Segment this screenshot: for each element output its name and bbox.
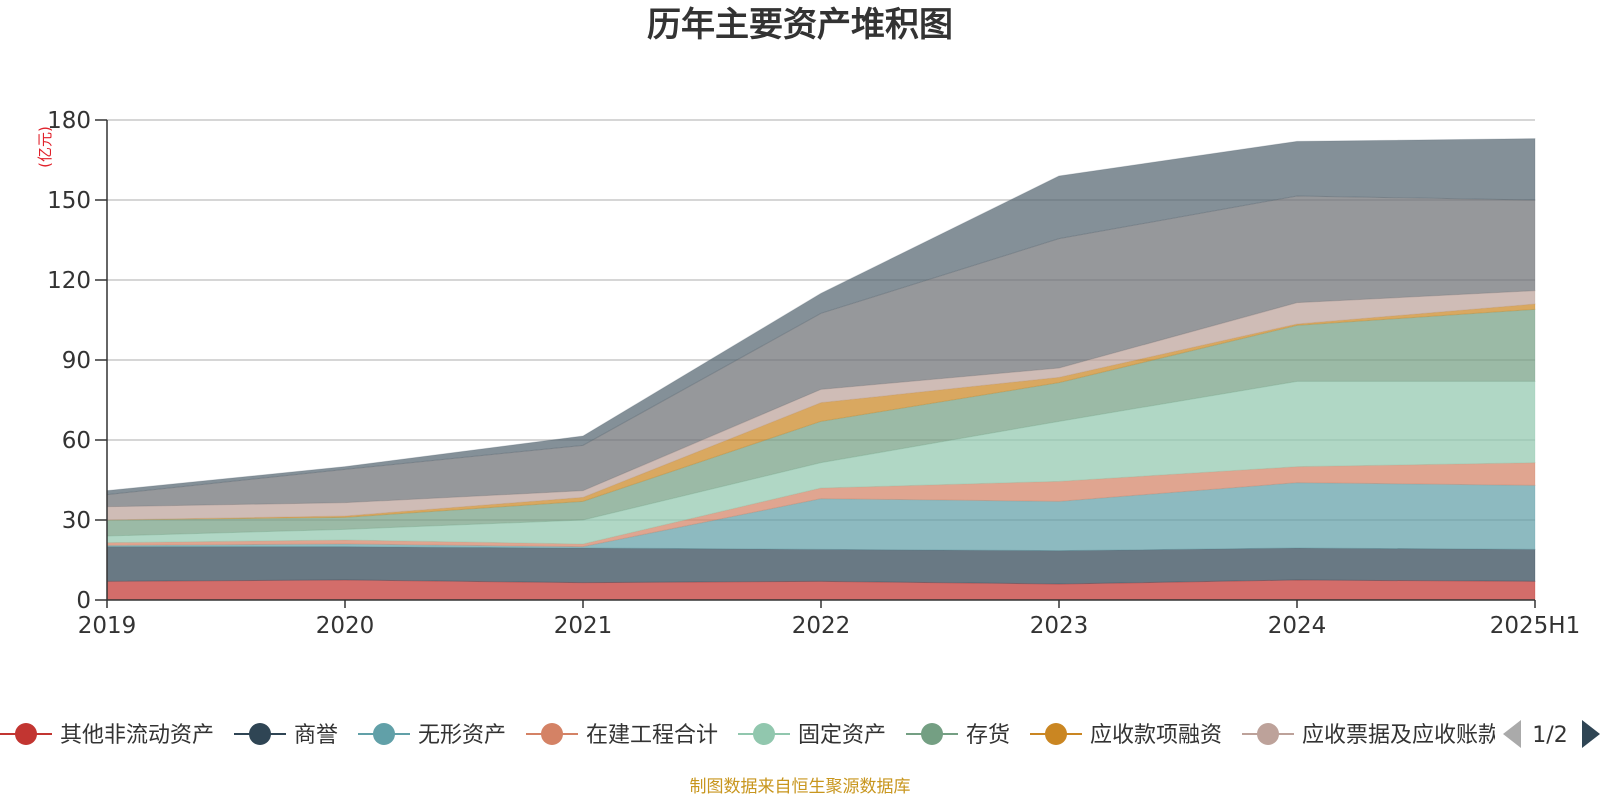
y-axis-unit-label: (亿元) bbox=[36, 126, 54, 168]
area-series-group bbox=[106, 138, 1536, 601]
legend-item[interactable]: 固定资产 bbox=[738, 723, 886, 748]
legend-marker-icon bbox=[1257, 723, 1279, 745]
y-tick-label: 90 bbox=[62, 348, 91, 374]
legend-label: 固定资产 bbox=[798, 723, 886, 748]
x-tick-label: 2020 bbox=[316, 613, 375, 639]
x-tick-label: 2024 bbox=[1268, 613, 1327, 639]
chart-title: 历年主要资产堆积图 bbox=[647, 5, 953, 45]
y-tick-label: 0 bbox=[76, 588, 91, 614]
legend-prev-arrow-icon[interactable] bbox=[1503, 720, 1521, 748]
legend-item[interactable]: 在建工程合计 bbox=[526, 723, 718, 748]
legend-item[interactable]: 应收款项融资 bbox=[1030, 723, 1222, 748]
legend-marker-icon bbox=[249, 723, 271, 745]
legend-page-indicator: 1/2 bbox=[1532, 723, 1567, 748]
area-series-1 bbox=[106, 546, 1536, 585]
area-series-0 bbox=[106, 579, 1536, 601]
x-tick-label: 2021 bbox=[554, 613, 613, 639]
legend-item[interactable]: 存货 bbox=[906, 723, 1010, 748]
area-series-2 bbox=[106, 482, 1536, 552]
area-series-4 bbox=[106, 380, 1536, 545]
legend-marker-icon bbox=[373, 723, 395, 745]
legend-label: 无形资产 bbox=[418, 723, 506, 748]
y-tick-label: 150 bbox=[47, 188, 91, 214]
legend-label: 存货 bbox=[966, 723, 1010, 748]
legend-label: 其他非流动资产 bbox=[60, 723, 214, 748]
y-tick-label: 180 bbox=[47, 108, 91, 134]
legend-marker-icon bbox=[15, 723, 37, 745]
legend-item[interactable]: 其他非流动资产 bbox=[0, 723, 214, 748]
x-tick-label: 2023 bbox=[1030, 613, 1089, 639]
legend-marker-icon bbox=[541, 723, 563, 745]
legend-marker-icon bbox=[921, 723, 943, 745]
legend-label: 应收款项融资 bbox=[1090, 723, 1222, 748]
x-tick-label: 2025H1 bbox=[1490, 613, 1580, 639]
area-series-7 bbox=[106, 290, 1536, 521]
legend-item[interactable]: 无形资产 bbox=[358, 723, 506, 748]
legend-item[interactable]: 应收票据及应收账款 bbox=[1242, 723, 1500, 748]
y-tick-label: 60 bbox=[62, 428, 91, 454]
x-tick-label: 2022 bbox=[792, 613, 851, 639]
legend-marker-icon bbox=[1045, 723, 1067, 745]
legend: 其他非流动资产 商誉 无形资产 在建工程合计 固定资产 存货 应收款项融资 应收票据及应收账款… bbox=[0, 723, 1500, 748]
source-note: 制图数据来自恒生聚源数据库 bbox=[689, 777, 911, 797]
legend-label: 在建工程合计 bbox=[586, 723, 718, 748]
legend-item[interactable]: 商誉 bbox=[234, 723, 338, 748]
legend-label: 商誉 bbox=[294, 723, 338, 748]
legend-next-arrow-icon[interactable] bbox=[1582, 720, 1600, 748]
x-tick-label: 2019 bbox=[78, 613, 137, 639]
y-tick-label: 30 bbox=[62, 508, 91, 534]
area-series-9 bbox=[106, 138, 1536, 496]
legend-marker-icon bbox=[753, 723, 775, 745]
y-tick-label: 120 bbox=[47, 268, 91, 294]
legend-label: 应收票据及应收账款 bbox=[1302, 723, 1500, 748]
